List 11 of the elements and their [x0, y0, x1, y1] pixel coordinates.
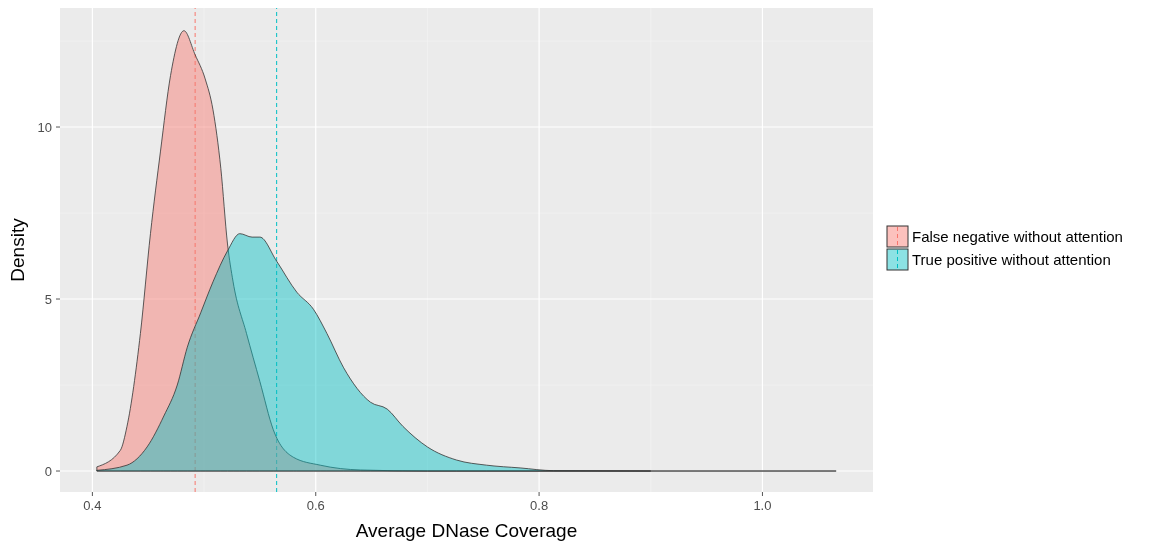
legend-label: True positive without attention	[912, 251, 1111, 268]
y-axis-title: Density	[7, 217, 28, 282]
x-tick-label: 0.4	[83, 498, 102, 513]
x-axis-title: Average DNase Coverage	[355, 520, 578, 541]
y-tick-label: 0	[44, 463, 52, 479]
y-tick-label: 5	[44, 291, 52, 307]
x-tick-label: 1.0	[753, 498, 772, 513]
legend-label: False negative without attention	[912, 228, 1123, 245]
x-tick-label: 0.6	[306, 498, 325, 513]
y-tick-label: 10	[37, 119, 52, 135]
x-tick-label: 0.8	[530, 498, 549, 513]
